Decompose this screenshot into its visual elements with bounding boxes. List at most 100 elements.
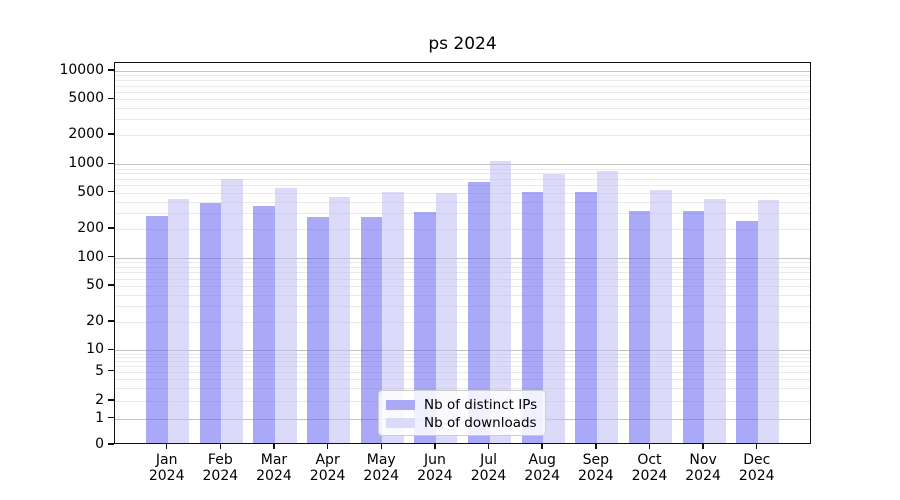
y-tick-label-5: 5: [95, 362, 104, 379]
bar-downloads-jan: [167, 198, 190, 443]
gridline-minor: [115, 357, 810, 359]
x-tick-mark: [756, 444, 758, 449]
bar-downloads-oct: [650, 190, 673, 443]
bar-distinct-ips-may: [360, 216, 383, 443]
gridline-minor: [115, 361, 810, 363]
x-tick-mark: [702, 444, 704, 449]
gridline-minor: [115, 286, 810, 287]
bar-downloads-jul: [489, 160, 512, 443]
bar-downloads-apr: [328, 196, 351, 443]
gridline-minor: [115, 272, 810, 274]
y-tick-label-5000: 5000: [68, 90, 104, 107]
y-tick-mark: [108, 162, 114, 164]
bar-distinct-ips-jun: [414, 211, 436, 443]
gridline-minor: [115, 192, 810, 194]
x-tick-label-mar: Mar 2024: [256, 452, 292, 484]
bar-distinct-ips-nov: [682, 210, 705, 443]
x-tick-mark: [541, 444, 543, 449]
bar-downloads-sep: [596, 170, 619, 443]
bar-downloads-nov: [704, 199, 726, 443]
y-tick-mark: [108, 348, 114, 350]
gridline-minor: [115, 201, 810, 203]
gridline-minor: [115, 212, 810, 214]
gridline-major: [115, 71, 810, 72]
bar-distinct-ips-jul: [467, 181, 490, 443]
x-tick-label-nov: Nov 2024: [685, 452, 721, 484]
x-tick-label-sep: Sep 2024: [577, 452, 614, 484]
gridline-minor: [115, 75, 810, 77]
x-tick-mark: [595, 444, 597, 449]
x-tick-label-feb: Feb 2024: [202, 452, 239, 484]
gridline-minor: [115, 262, 810, 263]
y-tick-mark: [108, 370, 114, 372]
x-tick-label-jul: Jul 2024: [470, 452, 507, 484]
bar-distinct-ips-mar: [253, 205, 275, 443]
x-tick-label-jan: Jan 2024: [148, 452, 185, 484]
chart-title: ps 2024: [428, 34, 497, 54]
x-tick-mark: [326, 444, 329, 449]
gridline-minor: [115, 371, 810, 373]
legend-label-downloads: Nb of downloads: [424, 414, 537, 431]
y-tick-label-10: 10: [86, 341, 104, 358]
y-tick-label-1000: 1000: [68, 155, 104, 172]
gridline-major: [115, 164, 810, 166]
y-tick-label-2000: 2000: [68, 126, 104, 142]
x-tick-mark: [166, 444, 168, 449]
gridline-major: [115, 350, 810, 352]
y-tick-label-0: 0: [95, 436, 104, 452]
y-tick-mark: [108, 443, 114, 445]
gridline-minor: [115, 178, 810, 180]
gridline-minor: [115, 135, 810, 136]
bar-distinct-ips-sep: [575, 191, 597, 443]
y-tick-mark: [108, 417, 114, 419]
x-tick-mark: [648, 444, 651, 449]
gridline-minor: [115, 266, 810, 268]
y-tick-mark: [108, 227, 114, 229]
y-tick-label-10000: 10000: [59, 62, 104, 78]
gridline-minor: [115, 173, 810, 175]
x-tick-mark: [219, 444, 222, 449]
gridline-minor: [115, 99, 810, 101]
bar-downloads-aug: [543, 173, 565, 443]
y-tick-mark: [108, 284, 114, 286]
bar-downloads-dec: [757, 199, 780, 443]
gridline-minor: [115, 294, 810, 296]
legend-item-distinct-ips: Nb of distinct IPs: [386, 396, 538, 413]
x-tick-label-may: May 2024: [363, 452, 400, 484]
bar-distinct-ips-jan: [146, 215, 168, 443]
legend-label-distinct-ips: Nb of distinct IPs: [424, 396, 538, 413]
bar-downloads-feb: [221, 179, 243, 443]
gridline-minor: [115, 378, 810, 380]
x-tick-label-dec: Dec 2024: [738, 452, 775, 484]
y-tick-mark: [108, 256, 114, 258]
legend-swatch-downloads-icon: [386, 417, 415, 428]
gridline-minor: [115, 168, 810, 170]
gridline-minor: [115, 353, 810, 355]
gridline-major: [115, 257, 810, 259]
y-tick-mark: [108, 69, 114, 71]
x-tick-label-aug: Aug 2024: [524, 452, 560, 484]
y-tick-label-500: 500: [77, 183, 104, 200]
y-tick-label-200: 200: [77, 220, 104, 236]
y-tick-label-50: 50: [86, 277, 104, 293]
x-tick-mark: [487, 444, 490, 449]
gridline-minor: [115, 322, 810, 323]
bar-downloads-mar: [274, 188, 297, 443]
bar-distinct-ips-apr: [307, 216, 329, 443]
gridline-minor: [115, 85, 810, 87]
plot-area: [114, 62, 811, 444]
gridline-minor: [115, 91, 810, 93]
gridline-minor: [115, 80, 810, 82]
legend-swatch-distinct-ips-icon: [386, 399, 415, 410]
x-tick-label-oct: Oct 2024: [631, 452, 668, 484]
y-tick-label-1: 1: [95, 409, 104, 426]
bar-distinct-ips-dec: [736, 220, 758, 443]
y-tick-mark: [108, 320, 114, 322]
y-tick-label-2: 2: [95, 392, 104, 408]
bar-distinct-ips-oct: [628, 211, 651, 443]
x-tick-mark: [434, 444, 436, 449]
bar-distinct-ips-aug: [521, 191, 544, 443]
x-tick-mark: [273, 444, 275, 449]
bar-distinct-ips-feb: [199, 203, 222, 443]
y-tick-mark: [108, 399, 114, 401]
